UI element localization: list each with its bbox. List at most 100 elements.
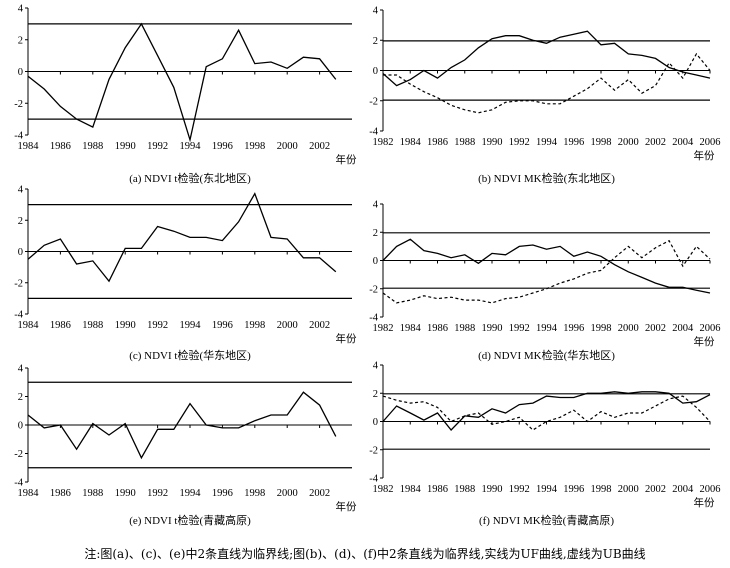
panel-f-y-tick-label: -4: [369, 474, 378, 485]
panel-d-y-tick-label: 2: [373, 228, 378, 239]
panel-b-x-tick-label: 1998: [591, 137, 612, 148]
panel-d-y-tick-label: -4: [369, 313, 378, 324]
panel-d-caption: (d) NDVI MK检验(华东地区): [478, 348, 615, 362]
panel-f-x-unit-label: 年份: [694, 496, 715, 509]
panel-d-x-tick-label: 1982: [373, 323, 394, 334]
panel-b-caption: (b) NDVI MK检验(东北地区): [478, 171, 615, 185]
panel-f-y-tick-label: 4: [373, 361, 379, 372]
panel-d-x-tick-label: 1990: [482, 323, 503, 334]
panel-d-ub-curve: [382, 239, 711, 304]
panel-d: -4 -2 0 2 4 1982 1984 1986 1988 1990 1992 1994 1996 1…: [369, 200, 720, 363]
panel-c: -4 -2 0 2 4 1984 1986 1988 1990 1992 1994 1996 1998 2…: [14, 185, 357, 363]
panel-a: -4 -2 0 2 4 1984 1986 1988 1990 1992 1994 1996 1998 2…: [14, 4, 357, 186]
panel-a-t-curve: [27, 22, 337, 143]
panel-c-x-tick-label: 2000: [277, 320, 298, 331]
panel-b-y-tick-label: -2: [369, 96, 378, 107]
panel-d-x-tick-label: 1984: [400, 323, 422, 334]
panel-e-x-tick-label: 1992: [147, 488, 168, 499]
panel-f-x-tick-label: 1992: [509, 484, 530, 495]
panel-b-x-unit-label: 年份: [694, 149, 715, 162]
panel-e-x-unit-label: 年份: [336, 500, 357, 513]
panel-b-x-tick-label: 1986: [427, 137, 448, 148]
panel-e-caption: (e) NDVI t检验(青藏高原): [129, 513, 251, 527]
panel-d-uf-curve: [382, 238, 711, 294]
panel-e-x-tick-label: 1998: [244, 488, 265, 499]
panel-f-x-tick-label: 2006: [700, 484, 721, 495]
panel-f-y-tick-label: 0: [373, 417, 378, 428]
panel-d-x-tick-label: 1996: [563, 323, 584, 334]
panel-e-y-tick-label: -4: [14, 478, 23, 489]
panel-f-x-tick-label: 1986: [427, 484, 448, 495]
panel-b-y-tick-label: 4: [373, 6, 379, 17]
panel-c-x-tick-label: 1984: [18, 320, 40, 331]
panel-a-x-tick-label: 2002: [309, 141, 330, 152]
panel-b-x-tick-label: 1990: [482, 137, 503, 148]
panel-f-x-tick-label: 2002: [645, 484, 666, 495]
panel-e-x-tick-label: 1996: [212, 488, 233, 499]
panel-c-x-tick-label: 1998: [244, 320, 265, 331]
panel-c-y-tick-label: -4: [14, 310, 23, 321]
panel-f-x-tick-label: 1990: [482, 484, 503, 495]
panel-b-y-tick-label: 2: [373, 36, 378, 47]
panel-c-x-tick-label: 1988: [82, 320, 103, 331]
panel-f-y-tick-label: -2: [369, 445, 378, 456]
panel-c-x-tick-label: 1990: [115, 320, 136, 331]
panel-e-x-tick-label: 1986: [50, 488, 71, 499]
panel-e-x-tick-label: 1994: [180, 488, 202, 499]
panel-d-x-tick-label: 2002: [645, 323, 666, 334]
panel-d-x-tick-label: 1994: [536, 323, 558, 334]
panel-d-x-tick-label: 2006: [700, 323, 721, 334]
panel-d-x-unit-label: 年份: [694, 335, 715, 348]
panel-c-y-tick-label: 0: [18, 247, 23, 258]
panel-d-x-tick-label: 2004: [672, 323, 694, 334]
panel-d-y-tick-label: 0: [373, 256, 378, 267]
panel-b-x-tick-label: 2000: [618, 137, 639, 148]
panel-e-y-tick-label: 0: [18, 421, 23, 432]
panel-e-y-tick-label: -2: [14, 449, 23, 460]
panel-f-x-tick-label: 1994: [536, 484, 558, 495]
panel-f-x-tick-label: 1984: [400, 484, 422, 495]
panel-f: -4 -2 0 2 4 1982 1984 1986 1988 1990 1992 1994 1996 1…: [369, 361, 720, 528]
panel-b-x-tick-label: 1982: [373, 137, 394, 148]
panel-c-y-tick-label: 2: [18, 216, 23, 227]
panel-a-caption: (a) NDVI t检验(东北地区): [129, 171, 251, 185]
panel-a-x-tick-label: 1998: [244, 141, 265, 152]
panel-f-x-tick-label: 1996: [563, 484, 584, 495]
panel-d-y-tick-label: 4: [373, 200, 379, 211]
panel-a-x-tick-label: 1996: [212, 141, 233, 152]
panel-a-y-tick-label: 4: [18, 4, 24, 15]
panel-f-x-tick-label: 1982: [373, 484, 394, 495]
panel-c-x-tick-label: 1994: [180, 320, 202, 331]
panel-a-y-tick-label: -2: [14, 99, 23, 110]
panel-f-y-tick-label: 2: [373, 389, 378, 400]
panel-e-x-tick-label: 1988: [82, 488, 103, 499]
panel-d-x-tick-label: 1998: [591, 323, 612, 334]
panel-f-x-tick-label: 2004: [672, 484, 694, 495]
panel-f-caption: (f) NDVI MK检验(青藏高原): [479, 513, 614, 527]
panel-d-x-tick-label: 1988: [454, 323, 475, 334]
panel-d-x-tick-label: 1992: [509, 323, 530, 334]
panel-f-ub-curve: [382, 395, 711, 431]
figure-note: 注:图(a)、(c)、(e)中2条直线为临界线;图(b)、(d)、(f)中2条直…: [84, 547, 646, 561]
panel-c-x-tick-label: 1992: [147, 320, 168, 331]
panel-a-x-tick-label: 1984: [18, 141, 40, 152]
panel-f-uf-curve: [382, 391, 711, 431]
panel-a-x-tick-label: 1986: [50, 141, 71, 152]
panel-d-y-tick-label: -2: [369, 284, 378, 295]
panel-b: -4 -2 0 2 4 1982 1984 1986 1988 1990 1992 1994 1996 1…: [369, 6, 720, 186]
panel-f-x-tick-label: 2000: [618, 484, 639, 495]
panel-b-x-tick-label: 2004: [672, 137, 694, 148]
panel-a-y-tick-label: -4: [14, 131, 23, 142]
panel-c-x-tick-label: 1996: [212, 320, 233, 331]
panel-e-y-tick-label: 2: [18, 392, 23, 403]
panel-a-x-tick-label: 1990: [115, 141, 136, 152]
panel-a-x-tick-label: 2000: [277, 141, 298, 152]
panel-b-x-tick-label: 2006: [700, 137, 721, 148]
panel-c-x-tick-label: 2002: [309, 320, 330, 331]
panel-f-x-tick-label: 1998: [591, 484, 612, 495]
panel-b-y-tick-label: 0: [373, 66, 378, 77]
panel-c-x-tick-label: 1986: [50, 320, 71, 331]
panel-c-y-tick-label: 4: [18, 185, 24, 196]
panel-b-x-tick-label: 1996: [563, 137, 584, 148]
panel-a-y-tick-label: 0: [18, 67, 23, 78]
